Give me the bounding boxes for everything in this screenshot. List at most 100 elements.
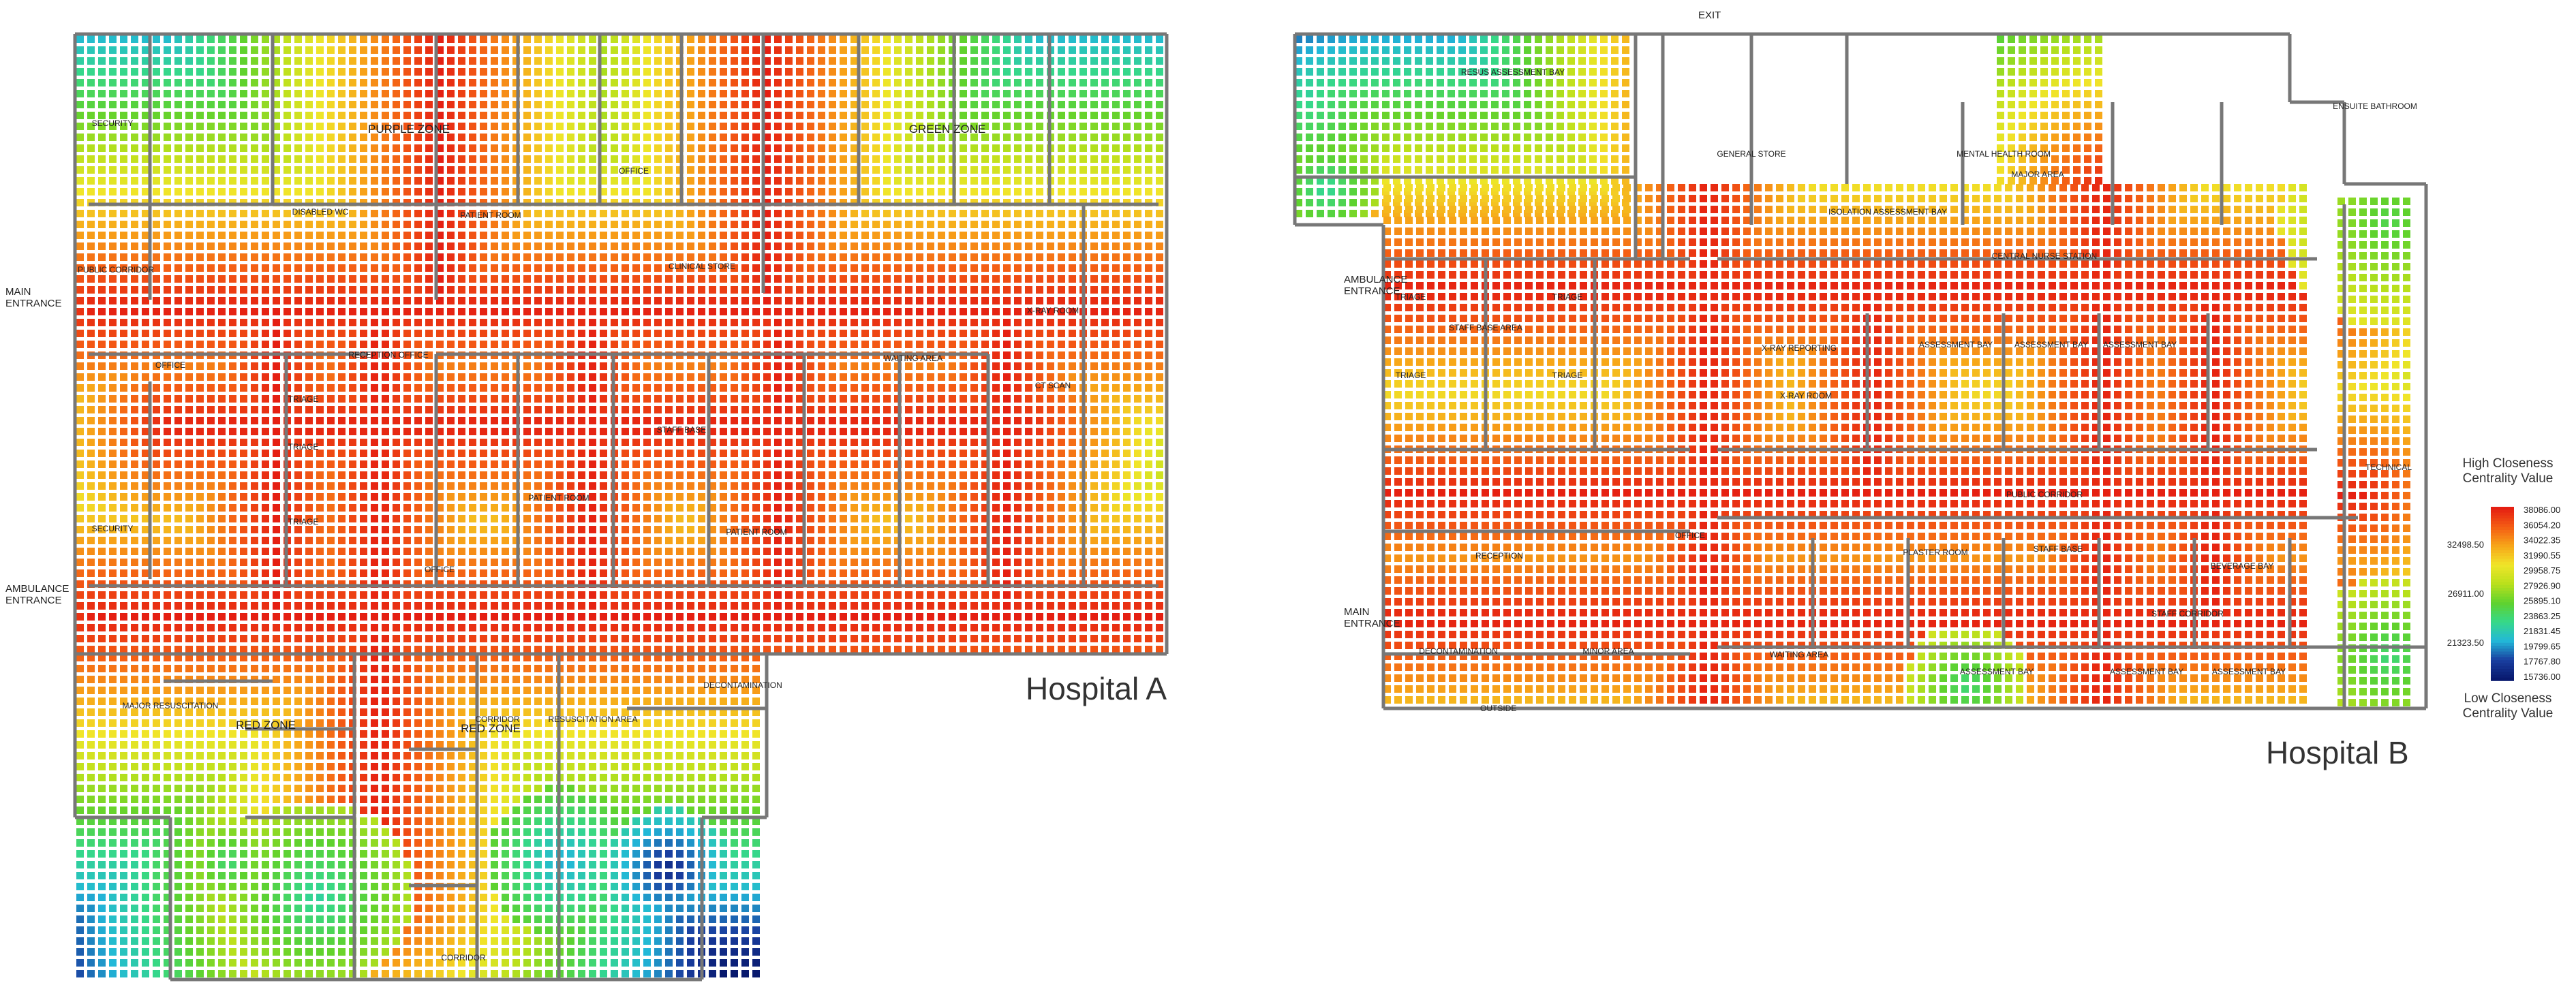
centrality-cell [142, 341, 149, 348]
centrality-cell [316, 373, 324, 381]
centrality-cell [174, 362, 182, 370]
centrality-cell [578, 537, 585, 544]
centrality-cell [382, 341, 389, 348]
centrality-cell [774, 275, 782, 283]
centrality-cell [709, 537, 716, 544]
centrality-cell [1079, 68, 1087, 76]
centrality-cell [76, 144, 84, 152]
centrality-cell [643, 68, 651, 76]
centrality-cell [883, 188, 891, 195]
centrality-cell [970, 384, 978, 392]
centrality-cell [1101, 264, 1109, 272]
centrality-cell [698, 253, 705, 261]
centrality-cell [153, 471, 160, 479]
centrality-cell [207, 123, 215, 130]
centrality-cell [578, 493, 585, 501]
centrality-cell [992, 439, 1000, 446]
centrality-cell [316, 569, 324, 577]
centrality-cell [818, 123, 825, 130]
centrality-cell [534, 341, 542, 348]
centrality-cell [905, 450, 913, 457]
centrality-cell [752, 177, 760, 185]
centrality-cell [676, 308, 684, 315]
centrality-cell [1014, 112, 1022, 119]
centrality-cell [1134, 57, 1141, 65]
centrality-cell [196, 210, 204, 217]
centrality-cell [425, 275, 433, 283]
centrality-cell [600, 439, 607, 446]
centrality-cell [1069, 384, 1076, 392]
centrality-cell [665, 253, 673, 261]
centrality-cell [1134, 526, 1141, 533]
centrality-cell [1145, 101, 1152, 108]
centrality-cell [229, 417, 236, 424]
centrality-cell [1047, 406, 1054, 413]
centrality-cell [185, 112, 193, 119]
centrality-cell [447, 46, 455, 54]
centrality-cell [196, 569, 204, 577]
centrality-cell [153, 35, 160, 43]
centrality-cell [992, 144, 1000, 152]
centrality-cell [229, 548, 236, 555]
centrality-cell [731, 450, 738, 457]
centrality-cell [600, 35, 607, 43]
centrality-cell [905, 537, 913, 544]
centrality-cell [87, 395, 95, 403]
centrality-cell [1090, 319, 1098, 326]
centrality-cell [393, 460, 400, 468]
centrality-cell [774, 112, 782, 119]
centrality-cell [338, 57, 346, 65]
centrality-cell [709, 134, 716, 141]
centrality-cell [447, 221, 455, 228]
centrality-cell [589, 330, 596, 337]
centrality-cell [469, 264, 476, 272]
centrality-cell [992, 548, 1000, 555]
centrality-cell [992, 123, 1000, 130]
centrality-cell [960, 460, 967, 468]
centrality-cell [273, 526, 280, 533]
centrality-cell [850, 460, 858, 468]
centrality-cell [480, 221, 487, 228]
centrality-cell [938, 319, 945, 326]
centrality-cell [305, 537, 313, 544]
centrality-cell [185, 428, 193, 435]
centrality-cell [611, 35, 618, 43]
centrality-cell [523, 450, 531, 457]
centrality-cell [632, 308, 640, 315]
centrality-cell [818, 68, 825, 76]
centrality-cell [196, 428, 204, 435]
centrality-cell [720, 188, 727, 195]
centrality-cell [360, 286, 367, 294]
centrality-cell [1134, 460, 1141, 468]
centrality-cell [818, 569, 825, 577]
centrality-cell [305, 526, 313, 533]
centrality-cell [741, 242, 749, 250]
centrality-cell [883, 504, 891, 512]
centrality-cell [458, 232, 465, 239]
centrality-cell [611, 188, 618, 195]
centrality-cell [360, 177, 367, 185]
centrality-cell [1069, 123, 1076, 130]
centrality-cell [1047, 384, 1054, 392]
centrality-cell [229, 471, 236, 479]
centrality-cell [436, 493, 444, 501]
centrality-cell [567, 177, 574, 185]
centrality-cell [687, 57, 694, 65]
centrality-cell [632, 221, 640, 228]
centrality-cell [905, 569, 913, 577]
centrality-cell [1058, 537, 1065, 544]
centrality-cell [240, 253, 247, 261]
centrality-cell [698, 341, 705, 348]
centrality-cell [414, 123, 422, 130]
centrality-cell [414, 493, 422, 501]
centrality-cell [720, 450, 727, 457]
centrality-cell [578, 395, 585, 403]
centrality-cell [643, 35, 651, 43]
centrality-cell [883, 166, 891, 174]
centrality-cell [425, 134, 433, 141]
centrality-cell [436, 134, 444, 141]
centrality-cell [120, 428, 127, 435]
centrality-cell [393, 68, 400, 76]
centrality-cell [818, 221, 825, 228]
centrality-cell [818, 384, 825, 392]
